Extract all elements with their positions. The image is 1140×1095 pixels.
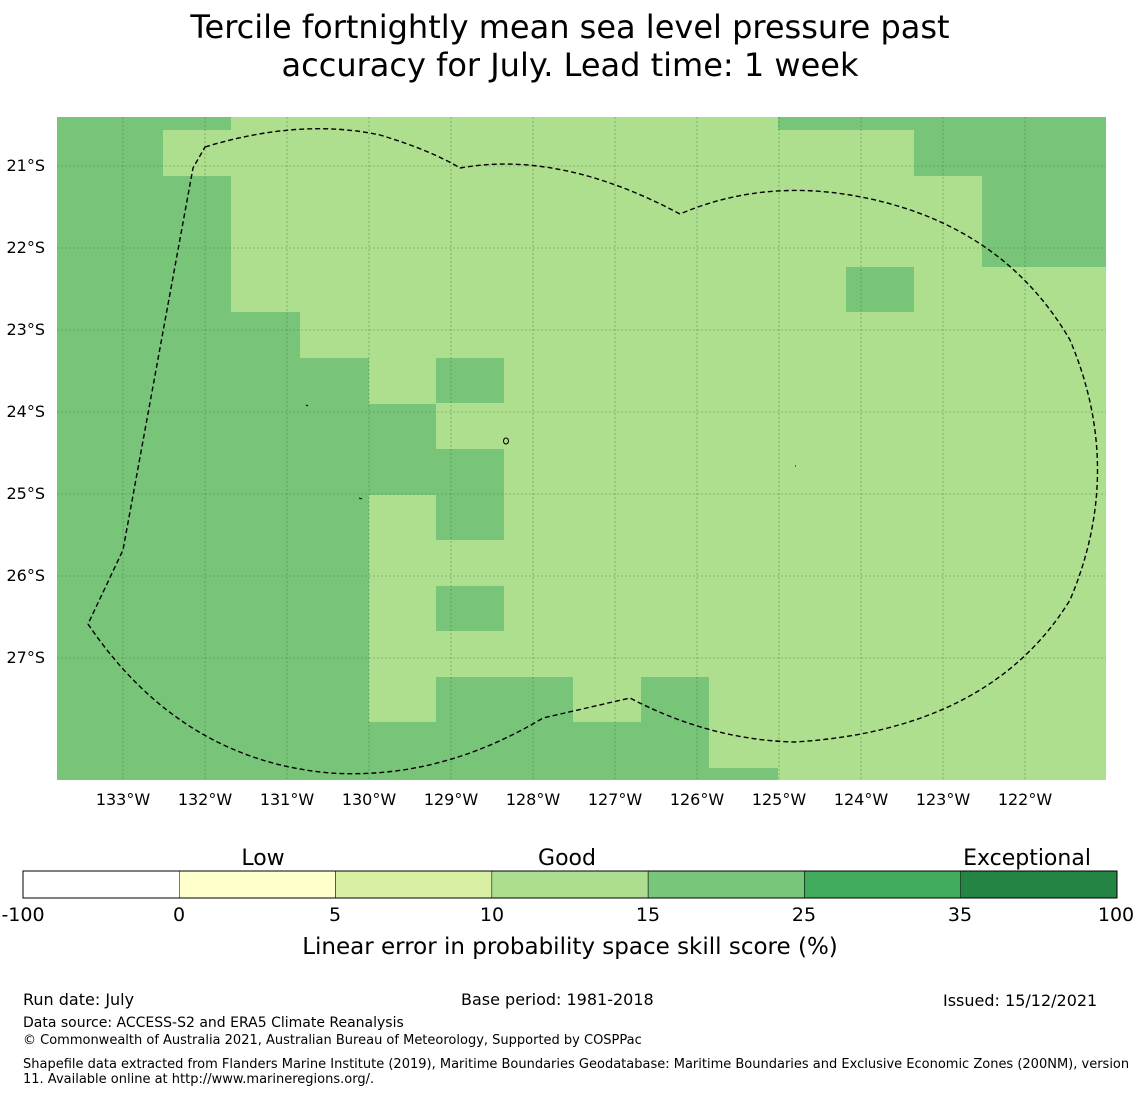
lon-label: 132°W [178, 790, 233, 809]
map-area: 133°W 132°W 131°W 130°W 129°W 128°W 127°… [6, 117, 1106, 809]
lat-label: 22°S [6, 238, 45, 257]
lon-label: 122°W [998, 790, 1053, 809]
colorbar-tick: 5 [329, 904, 341, 926]
run-date: Run date: July [23, 990, 135, 1009]
lon-label: 128°W [506, 790, 561, 809]
lat-axis: 21°S 22°S 23°S 24°S 25°S 26°S 27°S [6, 156, 45, 667]
category-good: Good [538, 846, 596, 871]
lon-axis: 133°W 132°W 131°W 130°W 129°W 128°W 127°… [96, 790, 1053, 809]
lon-label: 133°W [96, 790, 151, 809]
lat-label: 25°S [6, 484, 45, 503]
region-box-1 [436, 358, 504, 403]
lat-label: 24°S [6, 402, 45, 421]
islands [305, 404, 796, 500]
lon-label: 129°W [424, 790, 479, 809]
lat-label: 23°S [6, 320, 45, 339]
lon-label: 125°W [752, 790, 807, 809]
colorbar-swatches [22, 870, 1118, 899]
copyright: © Commonwealth of Australia 2021, Austra… [23, 1033, 642, 1048]
colorbar-tick: 0 [173, 904, 185, 926]
region-northeast [778, 117, 1106, 267]
region-west [57, 117, 778, 780]
colorbar-swatch [22, 870, 180, 899]
region-box-3 [846, 267, 914, 312]
shapefile-credit: Shapefile data extracted from Flanders M… [23, 1057, 1130, 1087]
lat-label: 27°S [6, 648, 45, 667]
lat-label: 26°S [6, 566, 45, 585]
category-low: Low [241, 846, 284, 871]
colorbar-frame [22, 870, 1118, 899]
colorbar-swatch [804, 870, 961, 899]
colorbar-label: Linear error in probability space skill … [302, 934, 838, 960]
colorbar-area: Low Good Exceptional -100 0 5 10 15 25 3… [0, 830, 1140, 970]
lat-label: 21°S [6, 156, 45, 175]
title-line-1: Tercile fortnightly mean sea level press… [190, 8, 950, 46]
map-svg: 133°W 132°W 131°W 130°W 129°W 128°W 127°… [6, 117, 1106, 809]
colorbar-tick: 10 [480, 904, 504, 926]
colorbar-tick: 15 [636, 904, 660, 926]
colorbar-swatch [179, 870, 336, 899]
lon-label: 127°W [588, 790, 643, 809]
lon-label: 126°W [670, 790, 725, 809]
lon-label: 123°W [916, 790, 971, 809]
colorbar-swatch [647, 870, 805, 899]
title-line-2: accuracy for July. Lead time: 1 week [281, 46, 859, 84]
colorbar-tick: 35 [948, 904, 972, 926]
lon-label: 124°W [834, 790, 889, 809]
colorbar-swatch [491, 870, 649, 899]
lon-label: 130°W [342, 790, 397, 809]
issued-date: Issued: 15/12/2021 [943, 991, 1098, 1010]
base-period: Base period: 1981-2018 [461, 990, 654, 1009]
graticule [57, 117, 1106, 780]
lon-label: 131°W [260, 790, 315, 809]
eez-boundary [87, 128, 1099, 775]
chart-title: Tercile fortnightly mean sea level press… [0, 8, 1140, 84]
region-box-2 [436, 586, 504, 631]
colorbar-tick: -100 [1, 904, 44, 926]
skill-regions [57, 117, 1106, 780]
colorbar-swatch [960, 870, 1118, 899]
colorbar-tick: 25 [792, 904, 816, 926]
colorbar-tick: 100 [1098, 904, 1134, 926]
colorbar-swatch [335, 870, 493, 899]
category-exceptional: Exceptional [963, 846, 1091, 871]
data-source: Data source: ACCESS-S2 and ERA5 Climate … [23, 1015, 404, 1031]
colorbar-svg: Low Good Exceptional -100 0 5 10 15 25 3… [1, 846, 1134, 960]
